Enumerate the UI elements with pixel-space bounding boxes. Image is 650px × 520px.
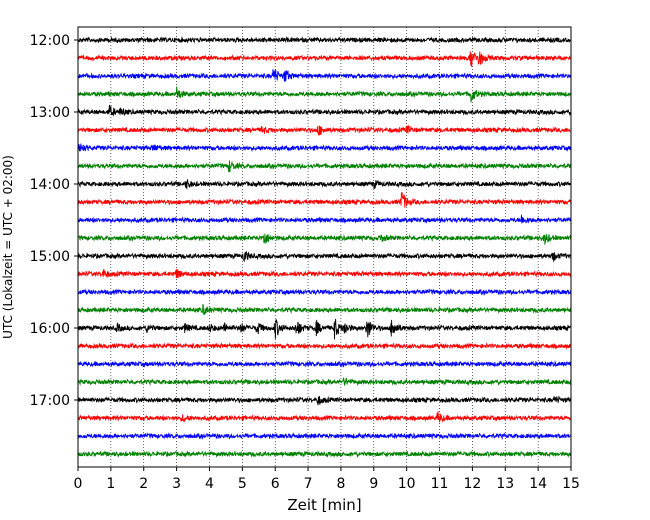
x-tick-label: 7 (304, 476, 313, 492)
x-tick-label: 9 (369, 476, 378, 492)
trace-row (77, 233, 572, 245)
trace-row (77, 179, 572, 190)
trace-row (77, 450, 572, 458)
trace-row (77, 36, 571, 44)
y-tick-label: 16:00 (30, 321, 70, 337)
trace-row (77, 69, 572, 82)
x-tick-label: 15 (562, 476, 580, 492)
x-tick-label: 12 (463, 476, 481, 492)
trace-row (77, 124, 571, 136)
trace-row (77, 288, 572, 296)
x-tick-label: 5 (238, 476, 247, 492)
x-axis-label: Zeit [min] (287, 496, 361, 514)
x-tick-label: 0 (74, 476, 83, 492)
trace-row (77, 143, 572, 153)
trace-row (77, 377, 572, 387)
trace-row (77, 51, 571, 67)
x-tick-label: 3 (172, 476, 181, 492)
y-tick-label: 13:00 (30, 105, 70, 121)
trace-row (77, 214, 572, 225)
x-tick-label: 10 (398, 476, 416, 492)
y-tick-label: 17:00 (30, 393, 70, 409)
y-axis-ticks: 12:00 13:00 14:00 15:00 16:00 17:00 (30, 33, 78, 409)
trace-row (77, 251, 572, 263)
grid (110, 27, 539, 467)
plot-frame (77, 26, 572, 468)
seismogram-traces (77, 36, 572, 458)
trace-row (77, 268, 572, 279)
x-tick-label: 6 (271, 476, 280, 492)
trace-row (77, 342, 572, 351)
trace-row (77, 395, 572, 406)
y-tick-label: 15:00 (30, 249, 70, 265)
x-axis-ticks: 0 1 2 3 4 5 6 7 8 9 10 11 12 13 14 15 (74, 467, 580, 492)
trace-row (77, 318, 572, 340)
trace-row (77, 160, 572, 173)
x-tick-label: 11 (431, 476, 449, 492)
trace-row (77, 432, 571, 440)
x-tick-label: 1 (106, 476, 115, 492)
x-tick-label: 4 (205, 476, 214, 492)
trace-row (77, 104, 572, 117)
y-tick-label: 12:00 (30, 33, 70, 49)
x-tick-label: 13 (496, 476, 514, 492)
x-tick-label: 14 (529, 476, 547, 492)
x-tick-label: 8 (336, 476, 345, 492)
y-tick-label: 14:00 (30, 177, 70, 193)
trace-row (77, 86, 572, 103)
y-axis-label: UTC (Lokalzeit = UTC + 02:00) (1, 155, 15, 339)
trace-row (77, 303, 572, 315)
trace-row (77, 192, 572, 208)
trace-row (77, 360, 572, 368)
x-tick-label: 2 (139, 476, 148, 492)
trace-row (77, 411, 571, 423)
